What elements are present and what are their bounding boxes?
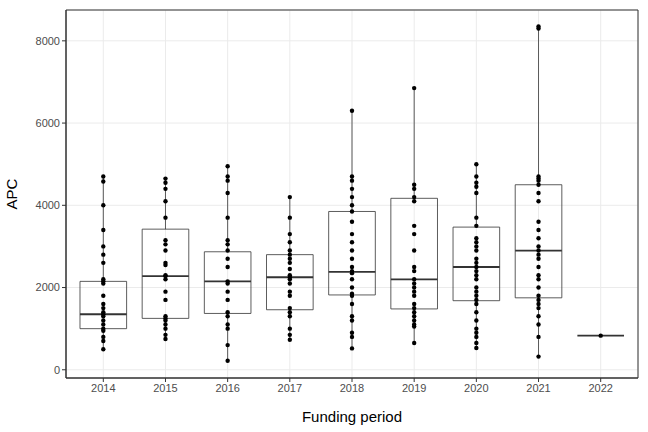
- svg-text:2015: 2015: [153, 382, 177, 394]
- svg-text:2000: 2000: [36, 281, 60, 293]
- svg-text:APC: APC: [8, 178, 20, 209]
- svg-text:2019: 2019: [402, 382, 426, 394]
- svg-text:2017: 2017: [278, 382, 302, 394]
- svg-text:2022: 2022: [588, 382, 612, 394]
- svg-text:2018: 2018: [340, 382, 364, 394]
- svg-text:6000: 6000: [36, 117, 60, 129]
- svg-text:4000: 4000: [36, 199, 60, 211]
- svg-text:2020: 2020: [464, 382, 488, 394]
- svg-text:Funding period: Funding period: [302, 408, 402, 425]
- svg-text:2014: 2014: [91, 382, 115, 394]
- svg-text:2016: 2016: [215, 382, 239, 394]
- svg-text:0: 0: [54, 364, 60, 376]
- svg-text:8000: 8000: [36, 35, 60, 47]
- svg-text:2021: 2021: [526, 382, 550, 394]
